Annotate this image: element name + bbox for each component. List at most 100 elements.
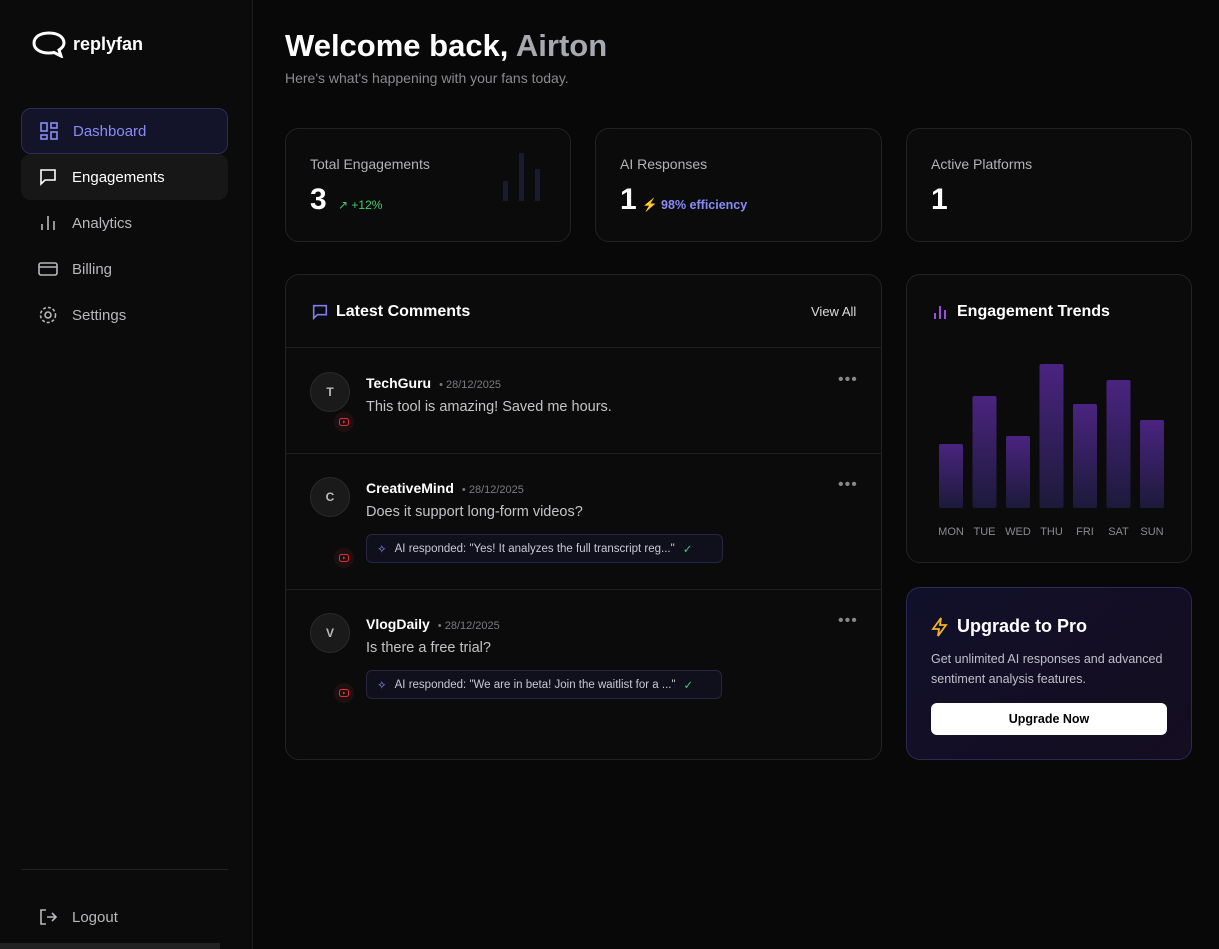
bar <box>1140 420 1164 508</box>
nav-icon <box>38 262 58 276</box>
nav-icon <box>41 216 55 230</box>
nav-icon <box>40 122 58 140</box>
brand: replyfan <box>73 33 144 54</box>
logout[interactable]: Logout <box>21 894 228 940</box>
nav-icon <box>39 306 57 324</box>
logo[interactable]: replyfan <box>31 30 143 58</box>
nav-item[interactable]: Billing <box>21 246 228 292</box>
author: VlogDaily <box>366 616 430 632</box>
stat-label: AI Responses <box>620 156 708 172</box>
nav-item[interactable]: Engagements <box>21 154 228 200</box>
separator <box>286 589 881 590</box>
nav-label: Dashboard <box>73 122 147 140</box>
author: CreativeMind <box>366 480 454 496</box>
bar <box>1106 380 1131 508</box>
more-button[interactable]: ••• <box>838 476 858 493</box>
comment-text: Is there a free trial? <box>366 640 491 656</box>
logo-icon <box>32 31 66 58</box>
bar <box>1073 404 1097 508</box>
stat-label: Total Engagements <box>310 156 430 172</box>
trends-icon <box>934 306 946 319</box>
comment-text: This tool is amazing! Saved me hours. <box>366 399 612 415</box>
x-tick-label: THU <box>1040 526 1063 538</box>
platform-icon <box>334 548 354 568</box>
bar <box>1006 436 1030 508</box>
more-button[interactable]: ••• <box>838 612 858 629</box>
nav-label: Analytics <box>72 214 133 232</box>
platform-icon <box>334 412 354 432</box>
nav-icon <box>40 169 56 186</box>
stat-value: 1 <box>620 183 637 216</box>
bar <box>1039 364 1064 508</box>
x-tick-label: FRI <box>1076 526 1094 538</box>
trend-chart: MON TUE WED THU FRI SAT SUN <box>938 364 1164 538</box>
sparkle: ✧ <box>377 543 387 556</box>
date: 28/12/2025 <box>438 620 500 632</box>
page-title: Welcome back, Airton <box>285 28 607 64</box>
x-tick-label: WED <box>1005 526 1031 538</box>
avatar: V <box>310 613 350 653</box>
card-title: Latest Comments <box>336 303 471 320</box>
card-title: Engagement Trends <box>957 303 1110 320</box>
upgrade-text: Get unlimited AI responses and advanced … <box>931 652 1163 686</box>
stat-card: Total Engagements 3 ↗ +12% <box>285 128 571 242</box>
stat-value: 3 <box>310 183 327 216</box>
nav-item[interactable]: Settings <box>21 292 228 338</box>
upgrade-card: Upgrade to Pro Get unlimited AI response… <box>906 587 1192 760</box>
separator <box>286 453 881 454</box>
comment-meta: VlogDaily 28/12/2025 <box>366 616 500 632</box>
nav-item[interactable]: Dashboard <box>21 108 228 154</box>
comment-text: Does it support long-form videos? <box>366 504 583 520</box>
check: ✓ <box>682 543 693 556</box>
stat-decoration <box>503 153 540 201</box>
comment-meta: TechGuru 28/12/2025 <box>366 375 501 391</box>
date: 28/12/2025 <box>439 379 501 391</box>
x-tick-label: MON <box>938 526 964 538</box>
sidebar: replyfan Dashboard Engagements Analytics… <box>0 0 253 949</box>
nav-label: Logout <box>72 908 118 926</box>
stat-card: Active Platforms 1 <box>906 128 1192 242</box>
nav-label: Settings <box>72 306 127 324</box>
title-name: Airton <box>515 28 608 63</box>
stat-value: 1 <box>931 183 948 216</box>
stat-change: ↗ +12% <box>338 198 383 212</box>
youtube-icon <box>339 418 349 426</box>
stat-note: ⚡ 98% efficiency <box>642 198 748 212</box>
ai-reply: ✧ AI responded: "Yes! It analyzes the ful… <box>366 534 723 563</box>
youtube-icon <box>339 689 349 697</box>
stat-change-text: +12% <box>351 198 383 212</box>
reply-text: AI responded: "We are in beta! Join the … <box>394 678 676 691</box>
author: TechGuru <box>366 375 432 391</box>
date: 28/12/2025 <box>462 484 524 496</box>
reply-text: AI responded: "Yes! It analyzes the full… <box>394 542 675 555</box>
stat-card: AI Responses 1 ⚡ 98% efficiency <box>595 128 882 242</box>
status-bar <box>0 943 220 949</box>
view-all[interactable]: View All <box>811 304 857 319</box>
comments-icon <box>312 304 328 321</box>
divider <box>21 869 228 870</box>
subtitle: Here's what's happening with your fans t… <box>285 70 569 86</box>
x-tick-label: TUE <box>974 526 996 538</box>
x-tick-label: SUN <box>1140 526 1163 538</box>
nav-label: Engagements <box>72 168 165 186</box>
nav-label: Billing <box>72 260 113 278</box>
comments-card: Latest Comments View All T TechGuru 28/12… <box>285 274 882 760</box>
nav-icon <box>40 909 58 925</box>
sparkle: ✧ <box>377 679 387 692</box>
youtube-icon <box>339 554 349 562</box>
bolt-icon <box>931 617 948 637</box>
upgrade-button[interactable]: Upgrade Now <box>931 703 1167 735</box>
stat-note-text: 98% efficiency <box>661 198 748 212</box>
separator <box>286 347 881 348</box>
more-button[interactable]: ••• <box>838 371 858 388</box>
bar <box>939 444 963 508</box>
bar <box>972 396 997 508</box>
x-tick-label: SAT <box>1108 526 1129 538</box>
platform-icon <box>334 683 354 703</box>
nav-item[interactable]: Analytics <box>21 200 228 246</box>
comment-meta: CreativeMind 28/12/2025 <box>366 480 524 496</box>
avatar: T <box>310 372 350 412</box>
upgrade-title: Upgrade to Pro <box>957 616 1088 636</box>
